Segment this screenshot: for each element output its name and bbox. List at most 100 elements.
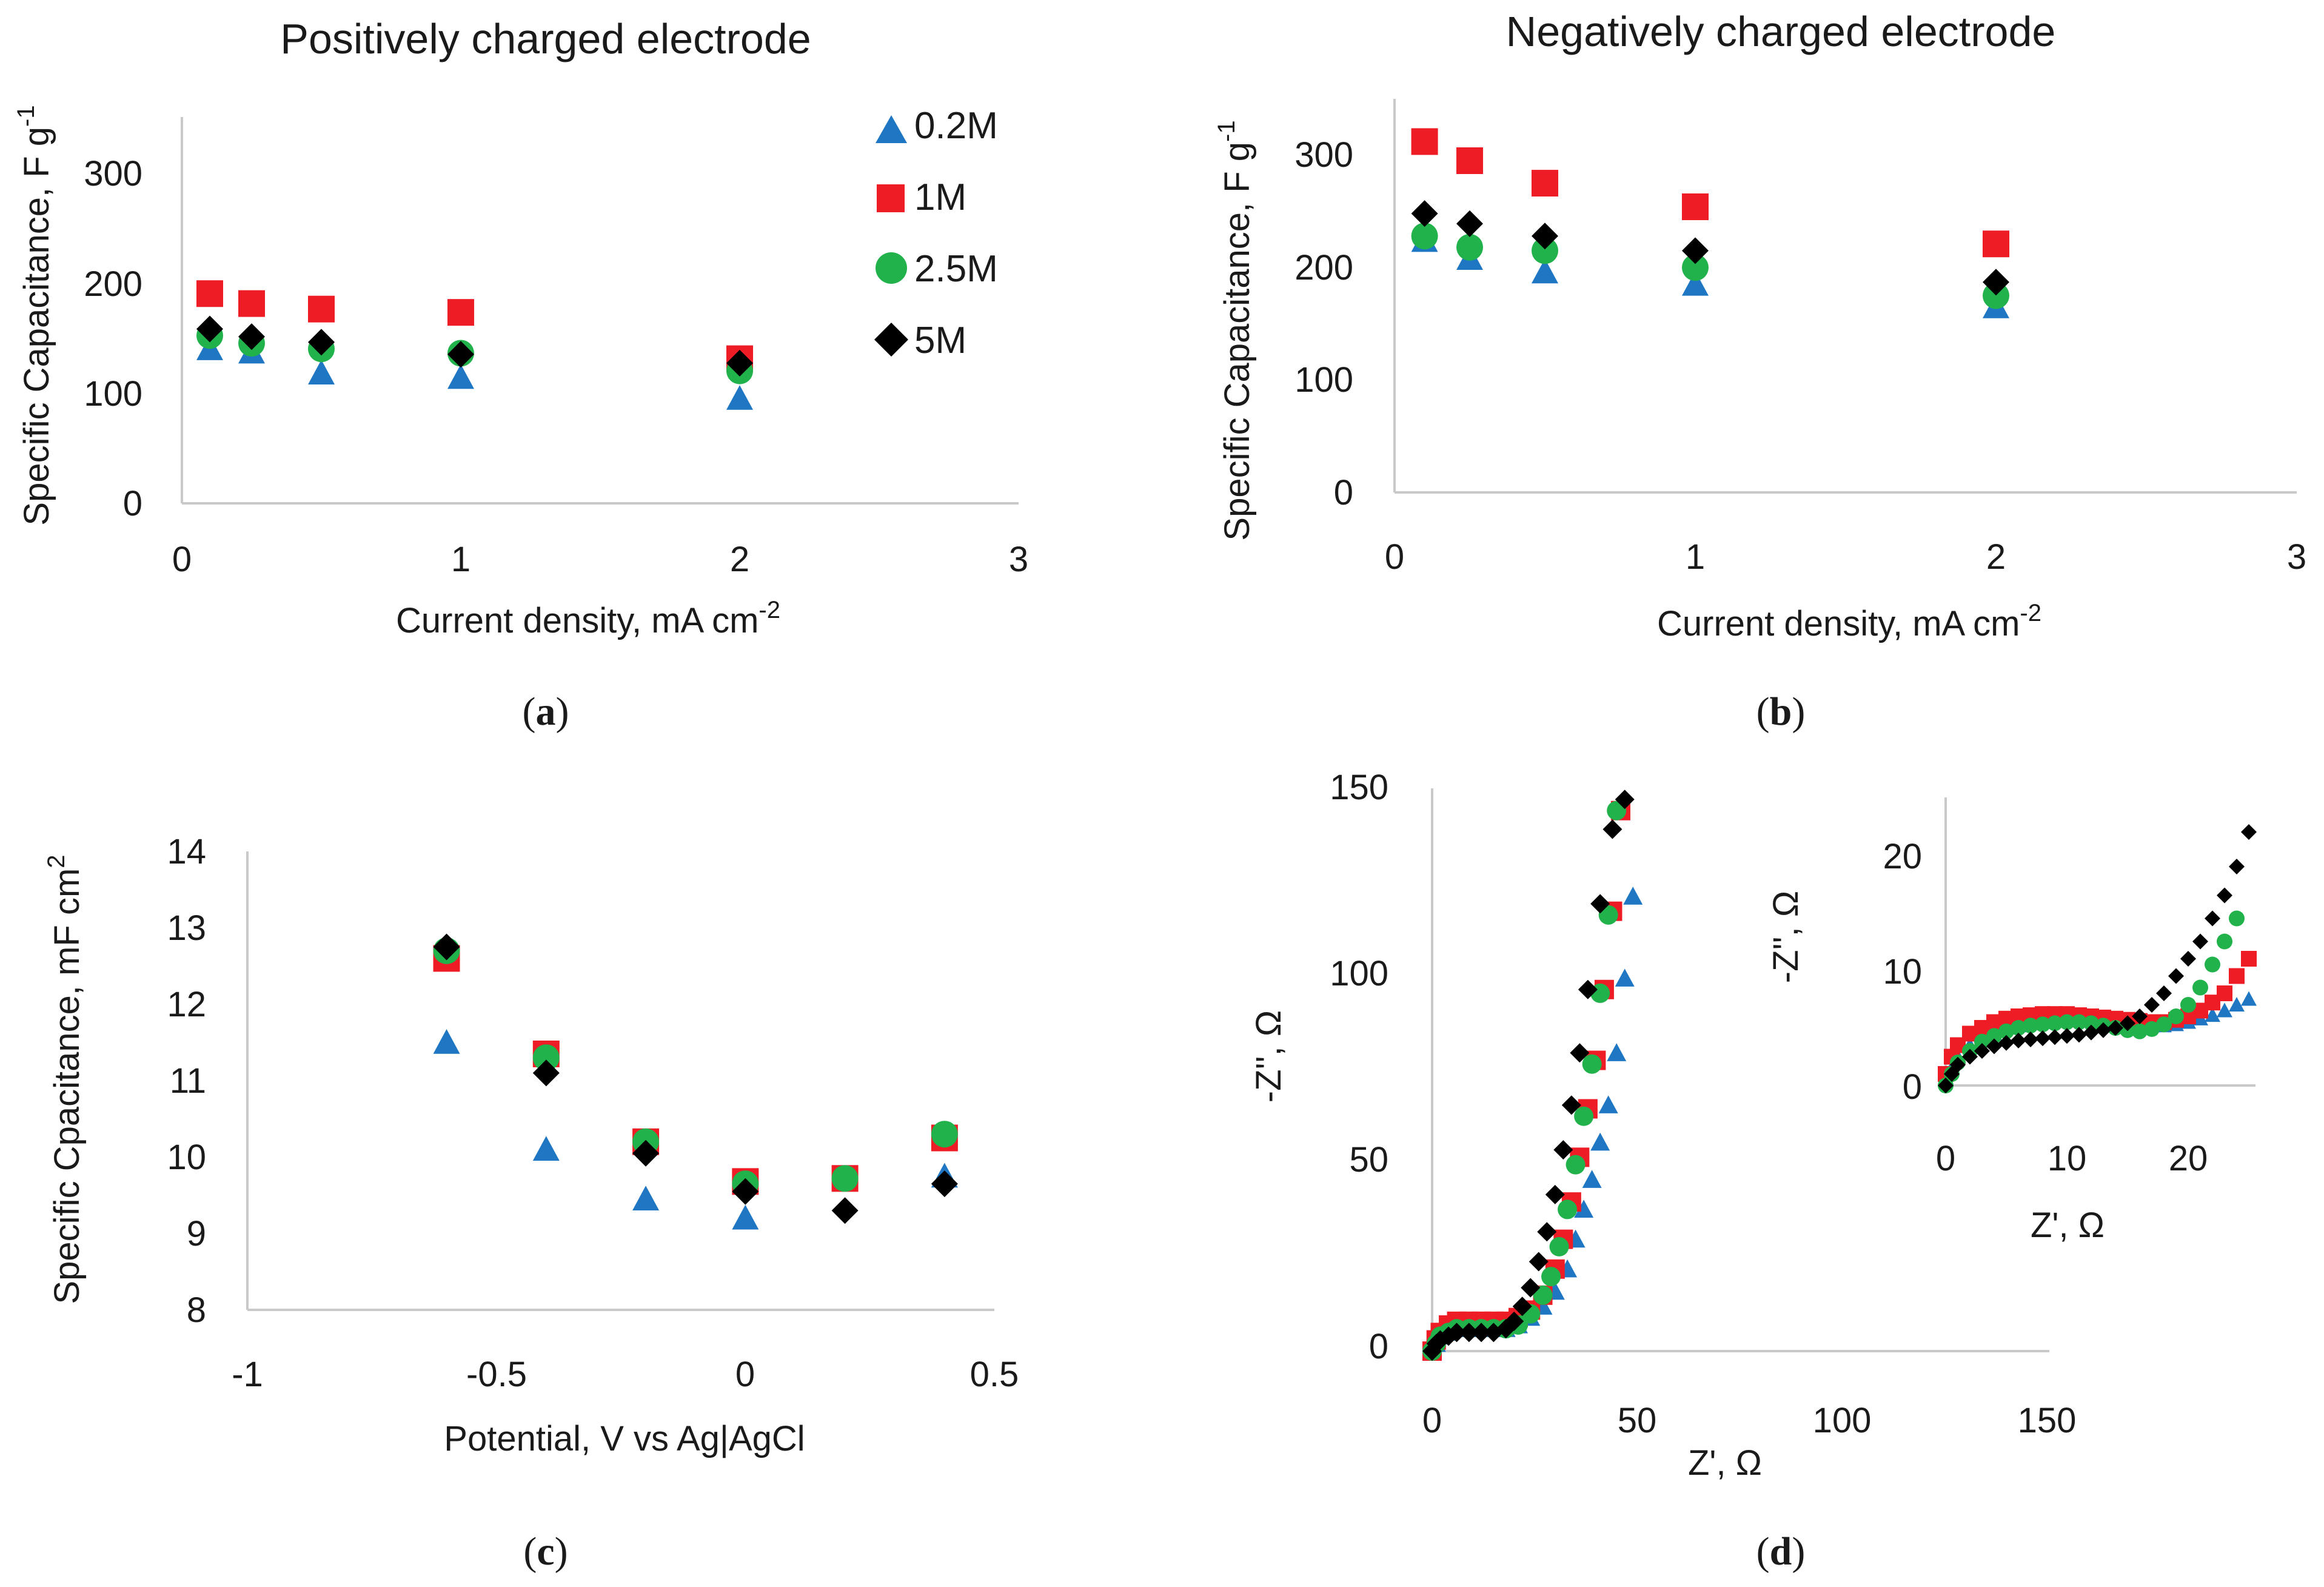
panel-a-xlabel: Current density, mA cm-2 xyxy=(396,597,780,640)
panel-d-caption: (d) xyxy=(1756,1529,1806,1574)
panel-a-marks xyxy=(196,280,753,410)
point-a-5M xyxy=(447,341,474,368)
point-a-1M xyxy=(447,299,474,326)
legend-marker-5M xyxy=(874,323,908,357)
point-d-5M xyxy=(1602,819,1622,839)
point-d-inset-5M xyxy=(2095,1022,2111,1038)
point-a-5M xyxy=(308,329,335,356)
point-d-5M xyxy=(1590,894,1610,914)
panel-c-xtick: -1 xyxy=(232,1355,263,1394)
legend-label: 1M xyxy=(914,176,966,218)
point-d-5M xyxy=(1553,1140,1573,1160)
point-b-2.5M xyxy=(1532,237,1558,264)
panel-d-xtick: 50 xyxy=(1618,1401,1657,1440)
panel-a-title: Positively charged electrode xyxy=(280,15,811,62)
point-d-inset-5M xyxy=(1986,1038,2002,1055)
point-a-1M xyxy=(238,290,265,317)
point-d-inset-5M xyxy=(2168,968,2184,984)
point-d-0.2M xyxy=(1607,1043,1627,1061)
panel-b-ytick: 300 xyxy=(1294,135,1353,175)
legend-marker-2.5M xyxy=(876,252,907,284)
point-c-0.2M xyxy=(433,1029,460,1054)
point-d-5M xyxy=(1447,1323,1467,1343)
point-d-5M xyxy=(1521,1278,1541,1298)
point-d-inset-5M xyxy=(1950,1056,1966,1073)
point-d-inset-5M xyxy=(1962,1048,1978,1065)
panel-d-xlabel: Z', Ω xyxy=(1688,1443,1762,1483)
panel-b-title: Negatively charged electrode xyxy=(1506,8,2056,55)
point-c-2.5M xyxy=(831,1165,859,1192)
inset-ytick: 0 xyxy=(1903,1067,1922,1107)
panel-a-ylabel: Specific Capacitance, F g-1 xyxy=(13,105,56,525)
point-d-inset-5M xyxy=(1974,1043,1990,1059)
point-d-2.5M xyxy=(1541,1267,1561,1287)
panel-b-xtick: 0 xyxy=(1385,537,1404,577)
panel-b-caption: (b) xyxy=(1756,689,1806,734)
inset-xtick: 0 xyxy=(1936,1139,1955,1178)
panel-c-ytick: 9 xyxy=(187,1214,206,1253)
point-d-inset-2.5M xyxy=(2132,1023,2148,1039)
point-d-inset-5M xyxy=(2047,1029,2063,1045)
point-d-inset-2.5M xyxy=(1986,1028,2002,1044)
panel-d-ylabel: -Z'', Ω xyxy=(1249,1010,1288,1102)
panel-a-caption: (a) xyxy=(523,689,569,734)
point-d-5M xyxy=(1512,1297,1532,1317)
point-d-inset-5M xyxy=(2023,1032,2038,1047)
inset-xtick: 10 xyxy=(2048,1139,2087,1178)
point-c-0.2M xyxy=(532,1136,560,1161)
point-d-inset-2.5M xyxy=(2047,1015,2063,1032)
point-d-2.5M xyxy=(1566,1155,1586,1175)
panel-d-ticks: 0 50 100 150 0 50 100 150 xyxy=(1330,768,2076,1440)
panel-b-xtick: 2 xyxy=(1986,537,2006,577)
point-b-1M xyxy=(1532,170,1558,197)
point-a-0.2M xyxy=(447,364,474,389)
point-a-1M xyxy=(308,295,335,323)
panel-d-ytick: 150 xyxy=(1330,768,1388,807)
legend-marker-1M xyxy=(877,184,905,212)
point-b-1M xyxy=(1456,147,1483,174)
panel-b-ytick: 200 xyxy=(1294,248,1353,287)
point-b-5M xyxy=(1532,223,1558,250)
point-a-0.2M xyxy=(726,385,753,410)
point-d-5M xyxy=(1615,790,1635,810)
panel-b: Negatively charged electrode 0 1 2 3 0 1… xyxy=(1213,8,2306,734)
point-d-inset-5M xyxy=(2241,824,2257,840)
point-d-inset-5M xyxy=(2144,997,2160,1013)
point-d-inset-5M xyxy=(2035,1030,2051,1047)
panel-d-inset: 0 10 20 0 10 20 Z', Ω -Z'', Ω xyxy=(1766,797,2257,1245)
point-b-1M xyxy=(1411,128,1438,155)
point-d-0.2M xyxy=(1598,1095,1618,1113)
legend-label: 5M xyxy=(914,320,966,361)
panel-c-ytick: 10 xyxy=(167,1138,206,1177)
point-d-inset-5M xyxy=(2059,1028,2075,1044)
panel-d: 0 50 100 150 0 50 100 150 Z', Ω -Z'', Ω … xyxy=(1249,768,2257,1574)
point-d-5M xyxy=(1529,1252,1549,1272)
point-b-2.5M xyxy=(1682,254,1709,281)
point-d-inset-5M xyxy=(2217,887,2232,904)
point-d-inset-2.5M xyxy=(2229,910,2245,927)
point-d-0.2M xyxy=(1590,1132,1610,1151)
point-d-inset-5M xyxy=(2108,1020,2123,1036)
inset-xlabel: Z', Ω xyxy=(2031,1206,2105,1245)
point-a-5M xyxy=(238,323,265,351)
point-d-inset-2.5M xyxy=(2217,933,2232,950)
panel-b-marks xyxy=(1411,128,2009,318)
point-d-inset-2.5M xyxy=(2180,997,2196,1013)
point-d-inset-2.5M xyxy=(2011,1020,2026,1036)
point-b-5M xyxy=(1983,269,2009,296)
panel-a-xtick: 3 xyxy=(1009,540,1028,579)
panel-b-ytick: 0 xyxy=(1334,473,1353,512)
point-c-5M xyxy=(632,1139,660,1167)
panel-c-ytick: 12 xyxy=(167,985,206,1024)
inset-ytick: 20 xyxy=(1883,837,1922,876)
panel-a-legend: 0.2M 1M 2.5M 5M xyxy=(874,105,998,361)
legend-marker-0.2M xyxy=(876,115,907,143)
point-d-5M xyxy=(1459,1323,1479,1343)
point-b-5M xyxy=(1682,237,1709,264)
point-b-5M xyxy=(1456,210,1483,237)
point-d-5M xyxy=(1545,1184,1565,1204)
point-d-2.5M xyxy=(1582,1054,1602,1074)
point-d-inset-2.5M xyxy=(2156,1016,2172,1033)
point-c-0.2M xyxy=(732,1204,759,1230)
panel-b-ticks: 0 1 2 3 0 100 200 300 xyxy=(1294,135,2306,577)
